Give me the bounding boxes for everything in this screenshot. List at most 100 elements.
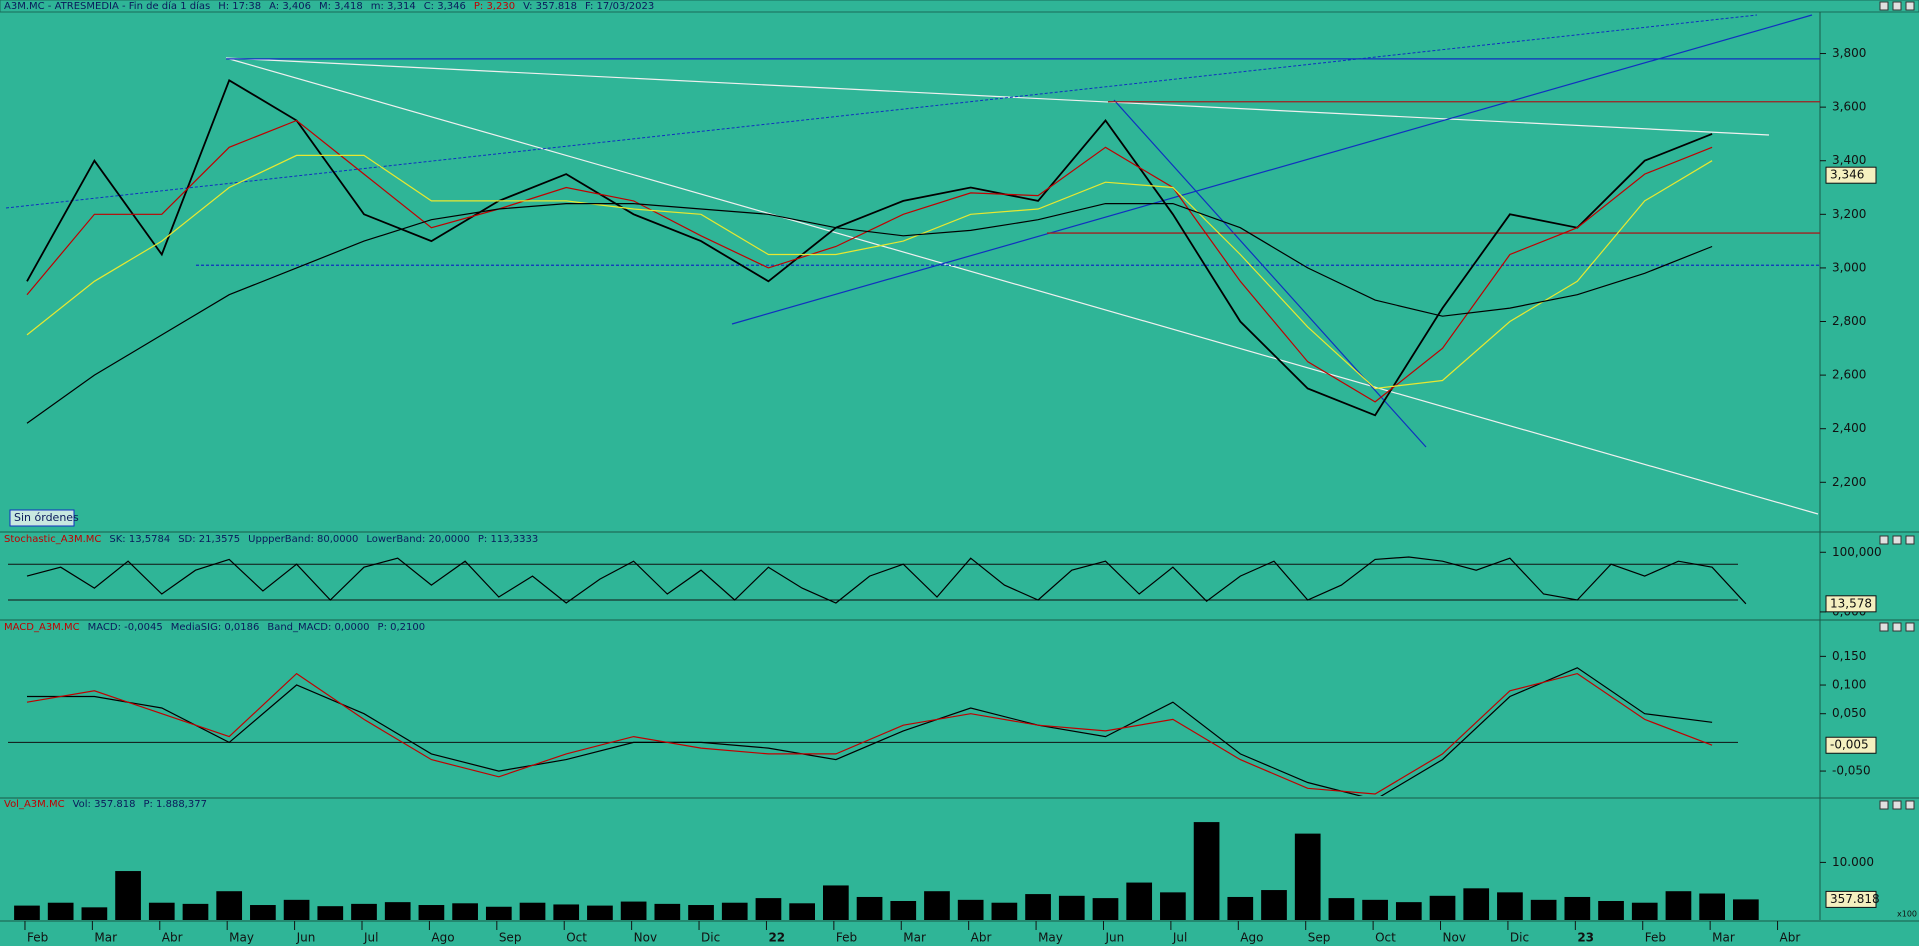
close-button[interactable] <box>1905 800 1915 810</box>
volume-bar <box>1261 890 1287 920</box>
header-field: A: 3,406 <box>269 1 311 12</box>
volume-bar <box>1193 822 1220 920</box>
volume-bar <box>890 900 917 920</box>
header-field: LowerBand: 20,0000 <box>366 534 470 545</box>
x-tick-label: Nov <box>634 931 657 945</box>
header-field: SK: 13,5784 <box>109 534 170 545</box>
maximize-button[interactable] <box>1892 1 1902 11</box>
volume-bar <box>1058 895 1085 920</box>
volume-bar <box>115 871 141 920</box>
plot-area <box>26 58 1820 424</box>
y-tick-label: 0,050 <box>1832 706 1866 720</box>
volume-bar <box>1126 882 1153 920</box>
title-bar <box>0 0 1919 13</box>
maximize-button[interactable] <box>1892 622 1902 632</box>
header-field: m: 3,314 <box>371 1 416 12</box>
volume-bar <box>957 899 984 920</box>
volume-bar <box>216 891 243 920</box>
last-value-label: 13,578 <box>1830 596 1872 610</box>
volume-bar <box>755 898 782 920</box>
volume-bar <box>519 902 546 920</box>
volume-bar <box>721 902 748 920</box>
x-tick-label: 23 <box>1577 931 1594 945</box>
x-tick-label: Feb <box>27 931 48 945</box>
x-tick-label: Dic <box>701 931 720 945</box>
series-line <box>26 203 1713 424</box>
volume-bar <box>620 901 647 920</box>
scale-label: x100 <box>1897 910 1917 919</box>
maximize-button[interactable] <box>1892 535 1902 545</box>
series-line <box>26 78 1713 417</box>
volume-bar <box>1530 899 1557 920</box>
last-value-box <box>1825 595 1877 613</box>
x-tick-label: Sep <box>499 931 522 945</box>
series-line <box>26 154 1713 390</box>
volume-bar <box>789 903 815 920</box>
header-field: P: 0,2100 <box>378 622 426 633</box>
panel-title: MACD_A3M.MC <box>4 622 80 633</box>
x-tick-label: Oct <box>566 931 587 945</box>
header-field: Vol: 357.818 <box>73 799 136 810</box>
last-value-label: 357.818 <box>1830 892 1880 906</box>
volume-bar <box>924 891 950 920</box>
x-tick-label: Abr <box>162 931 183 945</box>
volume-bar <box>418 905 445 920</box>
volume-bar <box>1227 896 1254 920</box>
header-field: M: 3,418 <box>319 1 363 12</box>
close-button[interactable] <box>1905 535 1915 545</box>
x-tick-label: Abr <box>971 931 992 945</box>
header-field: MACD: -0,0045 <box>88 622 163 633</box>
volume-bar <box>1328 898 1355 920</box>
volume-bar <box>1025 894 1051 920</box>
volume-bar <box>654 903 681 920</box>
minimize-button[interactable] <box>1879 800 1889 810</box>
panel-title: Stochastic_A3M.MC <box>4 534 101 545</box>
window-buttons <box>1879 1 1915 810</box>
volume-bar <box>351 903 377 920</box>
last-value-box <box>1825 890 1877 908</box>
volume-bar <box>1092 898 1119 920</box>
close-button[interactable] <box>1905 622 1915 632</box>
header-field: MediaSIG: 0,0186 <box>171 622 260 633</box>
x-tick-label: Jun <box>1104 931 1124 945</box>
volume-bar <box>553 904 580 920</box>
x-tick-label: Nov <box>1443 931 1466 945</box>
volume-bar <box>1463 888 1490 920</box>
volume-bar <box>14 905 40 920</box>
close-button[interactable] <box>1905 1 1915 11</box>
minimize-button[interactable] <box>1879 535 1889 545</box>
panel-title: Vol_A3M.MC <box>4 799 65 810</box>
header-field: Band_MACD: 0,0000 <box>267 622 369 633</box>
volume-bar <box>1564 896 1591 920</box>
x-tick-label: Abr <box>1780 931 1801 945</box>
volume-bar <box>1665 891 1692 920</box>
volume-bar <box>485 906 512 920</box>
minimize-button[interactable] <box>1879 622 1889 632</box>
volume-bar <box>182 903 209 920</box>
volume-bar <box>317 906 344 920</box>
series-line <box>26 119 1713 403</box>
header-field: V: 357.818 <box>523 1 577 12</box>
minimize-button[interactable] <box>1879 1 1889 11</box>
trendline <box>5 14 1758 209</box>
last-value-label: 3,346 <box>1830 168 1864 182</box>
x-tick-label: Mar <box>94 931 117 945</box>
y-tick-label: 2,800 <box>1832 314 1866 328</box>
x-tick-label: Dic <box>1510 931 1529 945</box>
volume-bar <box>452 903 478 920</box>
panel-header: Vol_A3M.MC Vol: 357.818 P: 1.888,377 <box>4 799 207 810</box>
x-tick-label: Feb <box>1645 931 1666 945</box>
header-field: UppperBand: 80,0000 <box>248 534 358 545</box>
x-tick-label: May <box>1038 931 1063 945</box>
y-tick-label: 3,800 <box>1832 46 1866 60</box>
maximize-button[interactable] <box>1892 800 1902 810</box>
header-field: F: 17/03/2023 <box>585 1 654 12</box>
y-tick-label: 3,600 <box>1832 100 1866 114</box>
orders-button[interactable] <box>9 509 75 527</box>
panel-title: A3M.MC - ATRESMEDIA - Fin de día 1 días <box>4 0 210 12</box>
series-line <box>26 556 1747 605</box>
orders-button-label[interactable]: Sin órdenes <box>14 511 79 524</box>
volume-bar <box>384 902 411 920</box>
